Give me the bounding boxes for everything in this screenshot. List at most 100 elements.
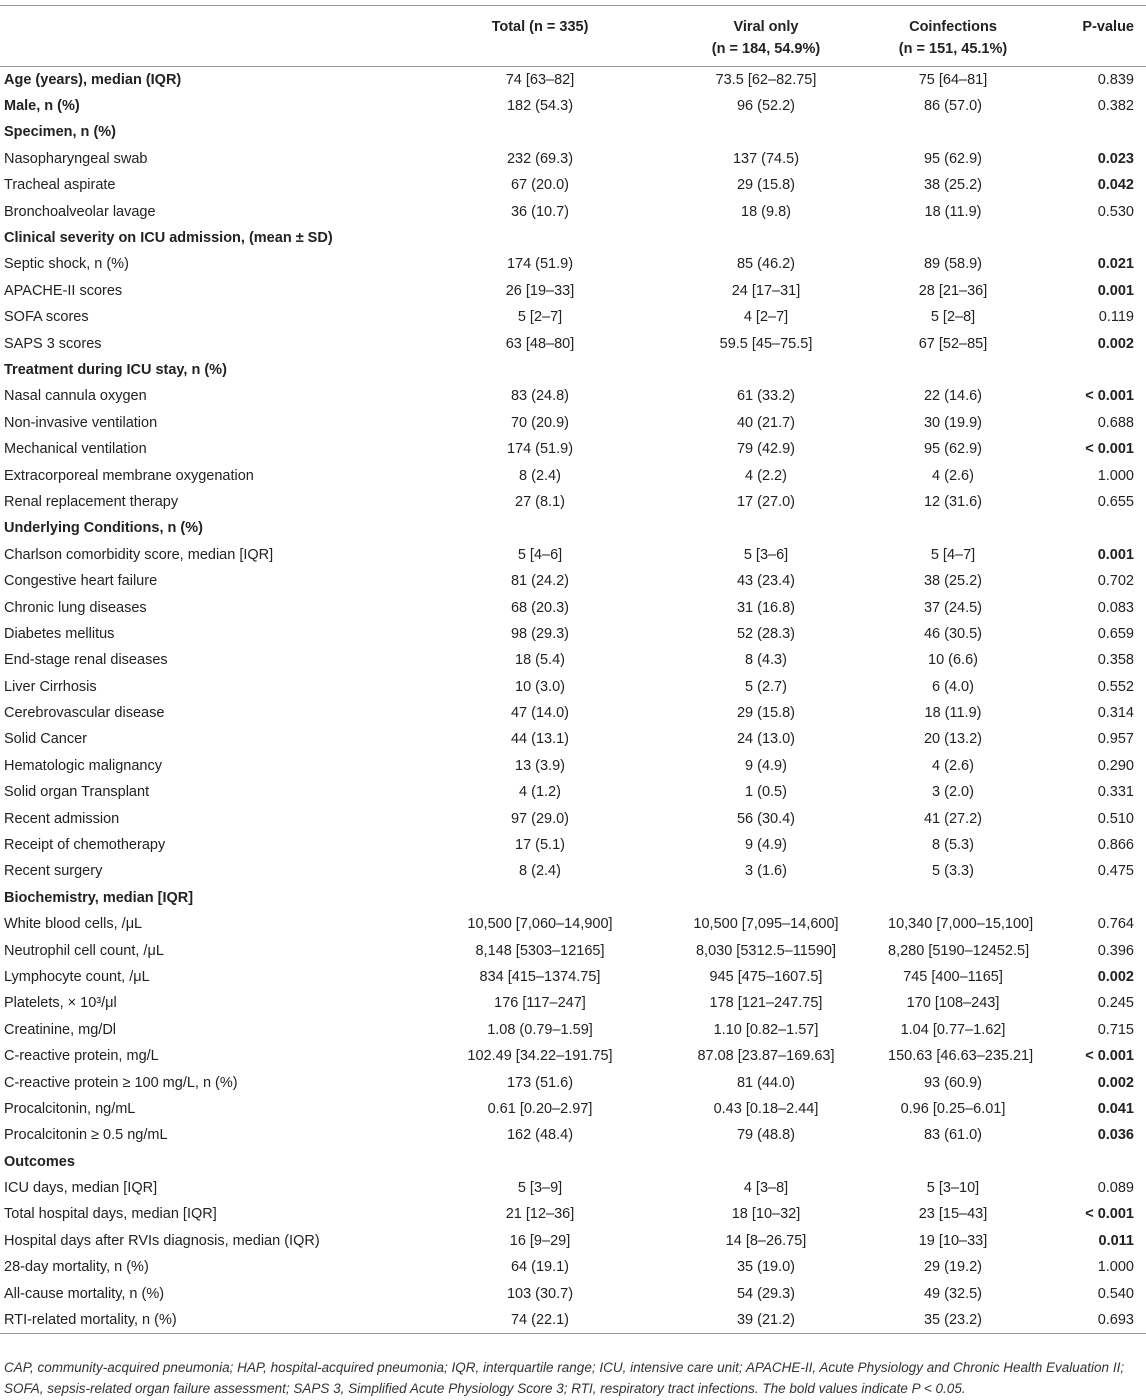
p-value-cell: 0.396 [1097,942,1134,959]
coinfections-cell: 89 (58.9) [923,256,983,273]
total-cell: 98 (29.3) [510,625,570,642]
table-row: Hospital days after RVIs diagnosis, medi… [0,1228,1146,1254]
p-value-cell: 0.021 [1097,256,1134,273]
row-label: End-stage renal diseases [4,652,168,669]
section-label: Underlying Conditions, n (%) [4,520,203,537]
viral-only-cell: 59.5 [45–75.5] [719,335,813,352]
row-label: Chronic lung diseases [4,599,147,616]
row-label: Procalcitonin ≥ 0.5 ng/mL [4,1127,168,1144]
p-value-cell: 0.011 [1098,1232,1135,1249]
coinfections-cell: 4 (2.6) [932,757,974,774]
viral-only-cell: 96 (52.2) [736,98,796,115]
row-label: Total hospital days, median [IQR] [4,1206,217,1223]
p-value-cell: < 0.001 [1085,1206,1134,1223]
viral-only-cell: 4 [2–7] [743,309,789,326]
row-label: Diabetes mellitus [4,625,115,642]
coinfections-cell: 23 [15–43] [918,1206,988,1223]
row-label: Extracorporeal membrane oxygenation [4,467,254,484]
total-cell: 0.61 [0.20–2.97] [487,1100,593,1117]
viral-only-cell: 14 [8–26.75] [725,1232,807,1249]
column-header: Total (n = 335) [491,19,589,35]
p-value-cell: 0.475 [1097,863,1134,880]
coinfections-cell: 35 (23.2) [923,1311,983,1328]
section-label: Outcomes [4,1153,75,1170]
p-value-cell: 0.957 [1097,731,1134,748]
coinfections-cell: 83 (61.0) [923,1127,983,1144]
row-label: Hematologic malignancy [4,757,162,774]
total-cell: 176 [117–247] [494,995,586,1012]
header-spacer [0,6,436,67]
viral-only-cell: 1 (0.5) [745,784,787,801]
viral-only-cell: 87.08 [23.87–169.63] [697,1048,835,1065]
table-row: Solid organ Transplant 4 (1.2) 1 (0.5) 3 (2… [0,779,1146,805]
total-cell: 102.49 [34.22–191.75] [467,1048,613,1065]
viral-only-cell: 29 (15.8) [736,705,796,722]
total-cell: 18 (5.4) [515,652,565,669]
coinfections-cell: 30 (19.9) [923,414,983,431]
p-value-cell: 0.002 [1097,968,1134,985]
viral-only-cell: 9 (4.9) [745,757,787,774]
total-cell: 8 (2.4) [519,863,561,880]
table-row: Renal replacement therapy 27 (8.1) 17 (27.… [0,489,1146,515]
table-row: Charlson comorbidity score, median [IQR]… [0,542,1146,568]
row-label: Procalcitonin, ng/mL [4,1100,136,1117]
row-label: RTI-related mortality, n (%) [4,1311,177,1328]
coinfections-cell: 0.96 [0.25–6.01] [900,1100,1006,1117]
table-body: Age (years), median (IQR) 74 [63–82] 73.5 … [0,67,1146,1334]
viral-only-cell: 24 (13.0) [736,731,796,748]
row-label: APACHE-II scores [4,282,123,299]
total-cell: 67 (20.0) [510,177,570,194]
table-row: Congestive heart failure 81 (24.2) 43 (23.… [0,568,1146,594]
table-row: End-stage renal diseases 18 (5.4) 8 (4.3) 1… [0,647,1146,673]
viral-only-cell: 17 (27.0) [736,493,796,510]
p-value-cell: 0.510 [1097,810,1134,827]
total-cell: 74 [63–82] [505,71,575,88]
row-label: C-reactive protein, mg/L [4,1048,159,1065]
table-row: All-cause mortality, n (%) 103 (30.7) 54 (… [0,1280,1146,1306]
row-label: Male, n (%) [4,98,80,115]
coinfections-cell: 18 (11.9) [924,203,982,220]
viral-only-cell: 79 (48.8) [736,1127,796,1144]
coinfections-cell: 46 (30.5) [923,625,983,642]
p-value-cell: 0.358 [1097,652,1134,669]
total-cell: 13 (3.9) [515,757,565,774]
row-label: 28-day mortality, n (%) [4,1259,149,1276]
row-label: SOFA scores [4,309,89,326]
row-label: Creatinine, mg/Dl [4,1021,117,1038]
total-cell: 174 (51.9) [506,441,574,458]
table-row: ICU days, median [IQR] 5 [3–9] 4 [3–8] 5 [3… [0,1175,1146,1201]
viral-only-cell: 18 (9.8) [741,203,791,220]
coinfections-cell: 29 (19.2) [923,1259,983,1276]
coinfections-cell: 37 (24.5) [923,599,983,616]
row-label: ICU days, median [IQR] [4,1180,158,1197]
row-label: Neutrophil cell count, /μL [4,942,164,959]
total-cell: 16 [9–29] [509,1232,571,1249]
coinfections-cell: 49 (32.5) [923,1285,983,1302]
total-cell: 5 [2–7] [517,309,563,326]
total-cell: 83 (24.8) [510,388,570,405]
viral-only-cell: 0.43 [0.18–2.44] [713,1100,819,1117]
viral-only-cell: 5 (2.7) [745,678,787,695]
coinfections-cell: 12 (31.6) [923,493,983,510]
total-cell: 4 (1.2) [519,784,561,801]
table-row: Liver Cirrhosis 10 (3.0) 5 (2.7) 6 (4.0) 0.5… [0,673,1146,699]
table-row: RTI-related mortality, n (%) 74 (22.1) 39 … [0,1307,1146,1334]
total-cell: 97 (29.0) [510,810,570,827]
viral-only-cell: 43 (23.4) [736,573,796,590]
p-value-cell: 1.000 [1097,1259,1134,1276]
table-row: Procalcitonin, ng/mL 0.61 [0.20–2.97] 0.43… [0,1096,1146,1122]
row-label: Solid Cancer [4,731,88,748]
row-label: Nasal cannula oxygen [4,388,147,405]
total-cell: 10 (3.0) [515,678,565,695]
p-value-cell: 0.839 [1097,71,1134,88]
coinfections-cell: 150.63 [46.63–235.21] [888,1048,1034,1065]
total-cell: 174 (51.9) [506,256,574,273]
row-label: Platelets, × 10³/μl [4,995,117,1012]
table-row: Recent surgery 8 (2.4) 3 (1.6) 5 (3.3) 0.475 [0,858,1146,884]
table-row: Biochemistry, median [IQR] [0,885,1146,911]
table-row: SAPS 3 scores 63 [48–80] 59.5 [45–75.5] 67 … [0,330,1146,356]
p-value-cell: 0.245 [1097,995,1134,1012]
coinfections-cell: 38 (25.2) [923,573,983,590]
coinfections-cell: 75 [64–81] [918,71,988,88]
viral-only-cell: 178 [121–247.75] [709,995,823,1012]
